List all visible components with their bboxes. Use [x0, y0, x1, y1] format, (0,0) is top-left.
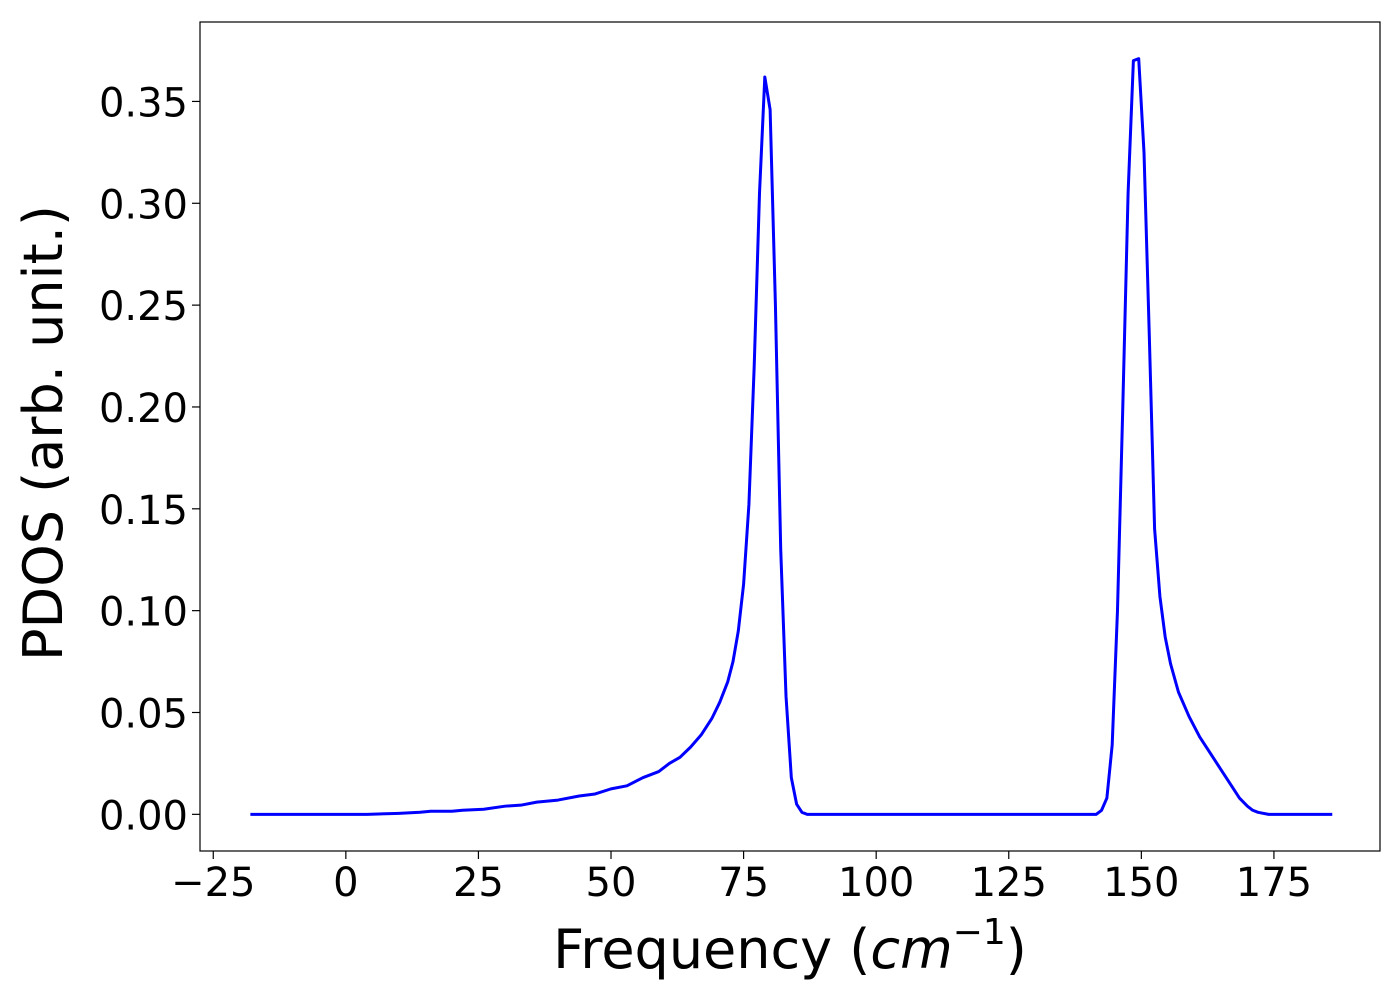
x-tick-label: 50	[586, 860, 637, 906]
x-axis-title-unit: cm	[870, 918, 952, 981]
x-tick-label: 25	[453, 860, 504, 906]
y-tick-label: 0.15	[99, 488, 188, 534]
y-tick-label: 0.00	[99, 793, 188, 839]
y-tick-label: 0.25	[99, 284, 188, 330]
y-tick-label: 0.05	[99, 691, 188, 737]
y-tick-label: 0.20	[99, 386, 188, 432]
y-axis-ticks: 0.00 0.05 0.10 0.15 0.20 0.25 0.30 0.35	[99, 80, 200, 839]
x-axis-title-prefix: Frequency (	[553, 918, 870, 981]
x-tick-label: 0	[333, 860, 358, 906]
x-tick-label: 125	[971, 860, 1047, 906]
x-axis-title-exponent: −1	[953, 912, 1006, 953]
plot-frame	[199, 21, 1381, 852]
y-axis-title: PDOS (arb. unit.)	[12, 205, 75, 661]
series-layer	[250, 57, 1333, 816]
x-tick-label: −25	[171, 860, 255, 906]
x-axis-ticks: −25 0 25 50 75 100 125 150 175	[171, 851, 1312, 906]
x-tick-label: 150	[1103, 860, 1179, 906]
y-tick-label: 0.30	[99, 182, 188, 228]
x-tick-label: 175	[1236, 860, 1312, 906]
x-tick-label: 100	[838, 860, 914, 906]
x-axis-title: Frequency (cm−1)	[553, 912, 1027, 981]
y-tick-label: 0.10	[99, 590, 188, 636]
x-axis-title-suffix: )	[1006, 918, 1027, 981]
x-tick-label: 75	[718, 860, 769, 906]
y-tick-label: 0.35	[99, 80, 188, 126]
pdos-series-line	[250, 57, 1333, 816]
